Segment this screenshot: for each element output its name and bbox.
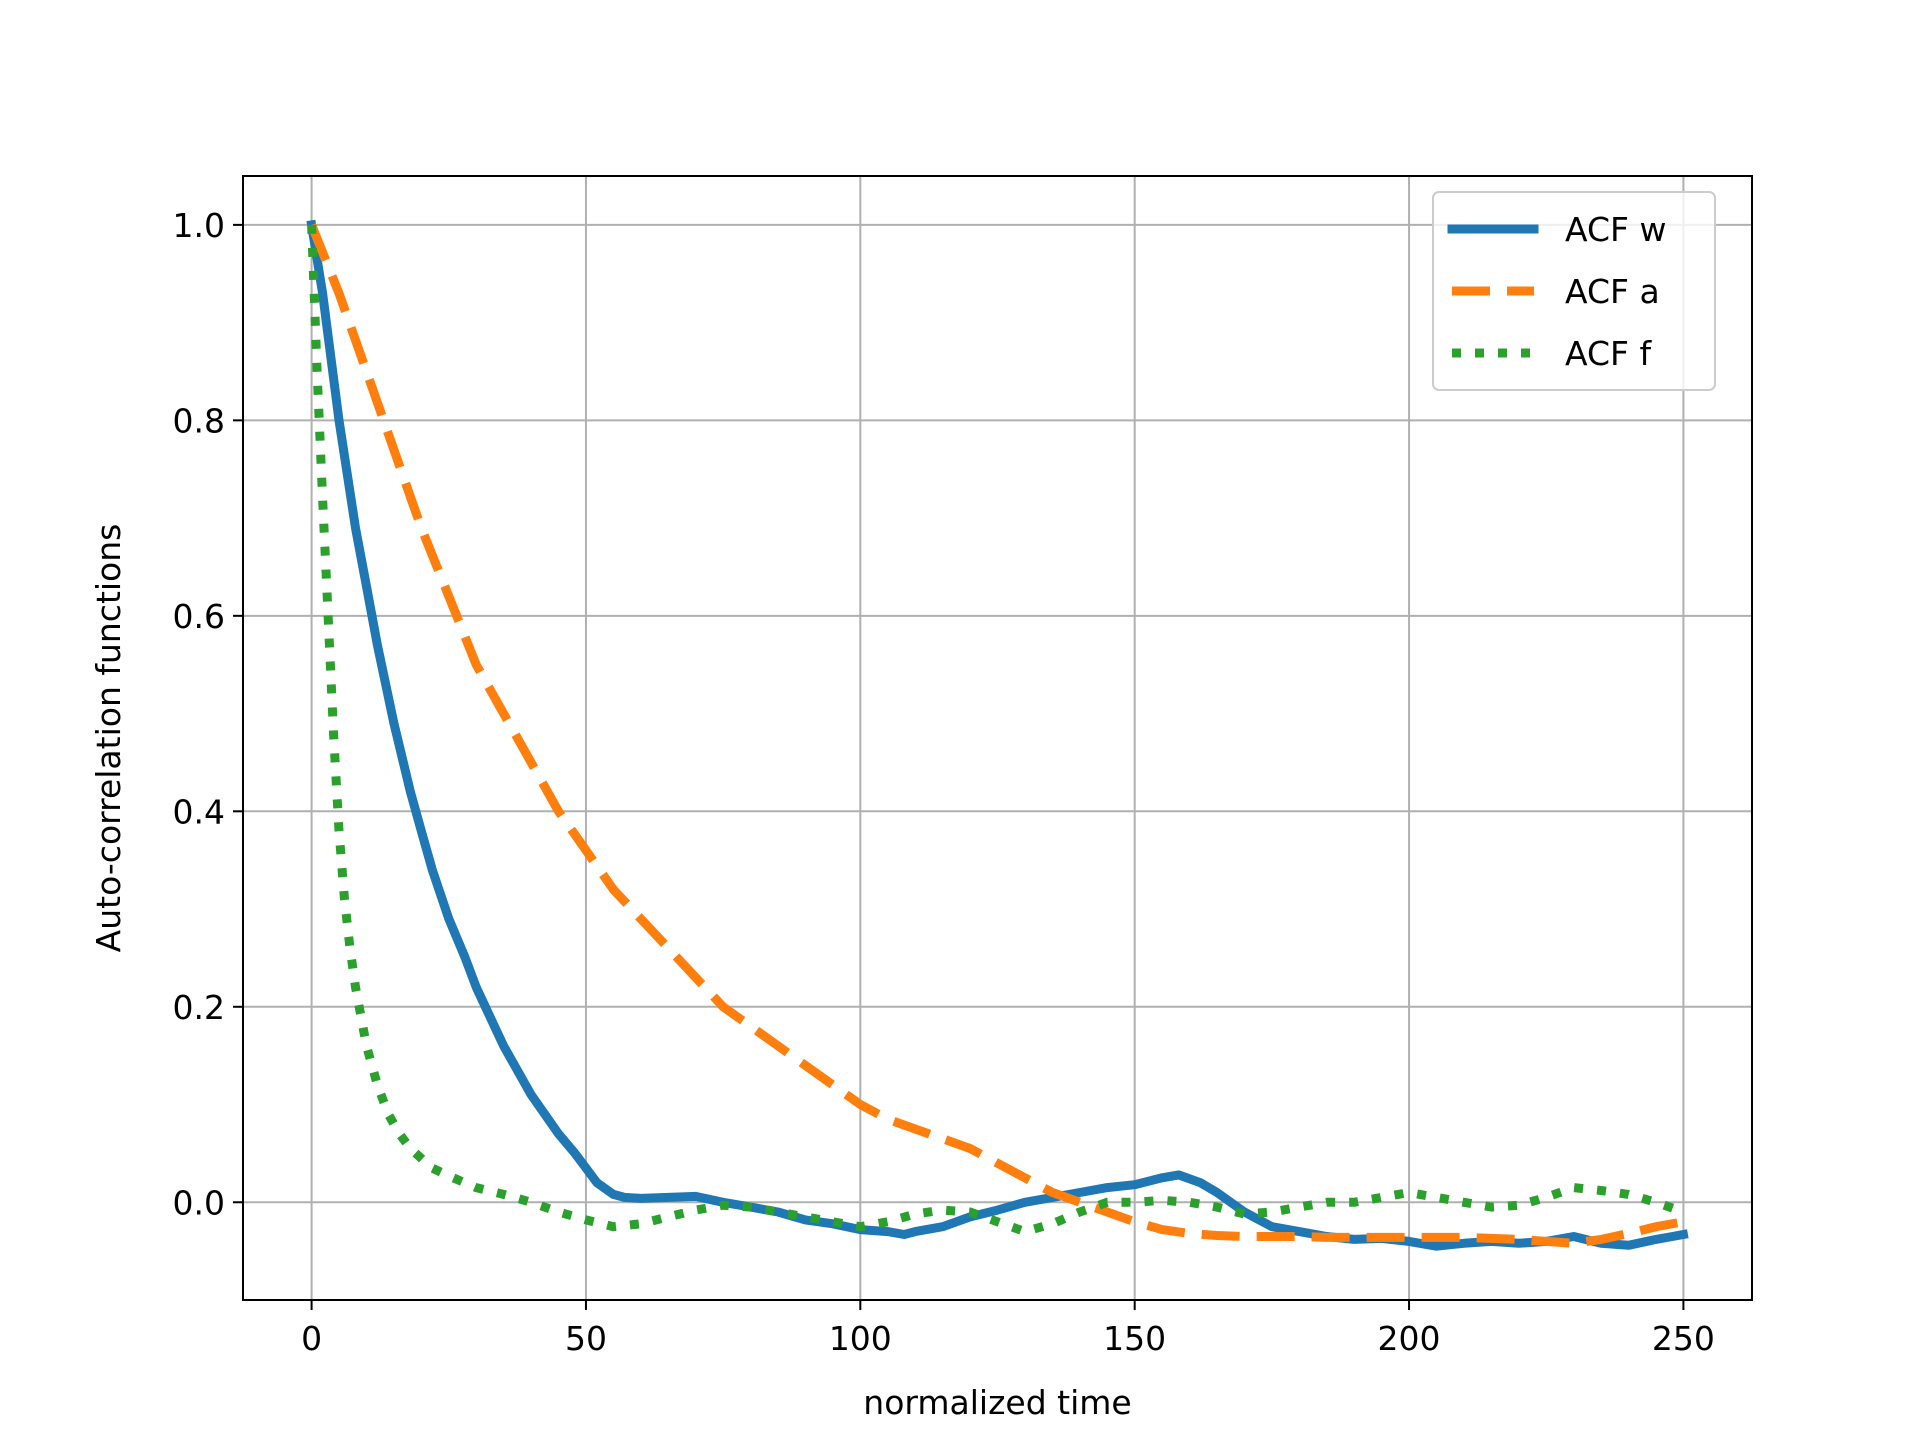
- legend-label: ACF a: [1565, 272, 1660, 311]
- series-line-acf-w: [306, 219, 1689, 1251]
- x-tick-label: 200: [1378, 1319, 1441, 1358]
- y-tick-label: 1.0: [173, 206, 225, 245]
- plot-frame: [242, 175, 1753, 1301]
- legend-label: ACF w: [1565, 210, 1667, 249]
- series-layer: [306, 219, 1689, 1251]
- y-tick-label: 0.4: [173, 792, 225, 831]
- x-axis-label: normalized time: [863, 1383, 1131, 1422]
- y-tick-label: 0.8: [173, 401, 225, 440]
- x-tick-label: 100: [829, 1319, 892, 1358]
- y-tick-label: 0.2: [173, 988, 225, 1027]
- x-tick-label: 50: [565, 1319, 607, 1358]
- y-tick-label: 0.0: [173, 1183, 225, 1222]
- grid-lines: [243, 176, 1752, 1300]
- x-tick-label: 250: [1652, 1319, 1715, 1358]
- legend-label: ACF f: [1565, 334, 1653, 373]
- legend: ACF w ACF a ACF f: [1432, 191, 1716, 391]
- y-axis-label: Auto-correlation functions: [89, 524, 128, 953]
- y-tick-label: 0.6: [173, 597, 225, 636]
- x-tick-label: 150: [1103, 1319, 1166, 1358]
- x-tick-label: 0: [301, 1319, 322, 1358]
- axis-ticks: 0 50 100 150 200 250 0.0 0.2 0.4 0.6 0.8 1.0: [173, 206, 1715, 1358]
- legend-box: [1432, 191, 1716, 391]
- series-line-acf-a: [307, 223, 1685, 1248]
